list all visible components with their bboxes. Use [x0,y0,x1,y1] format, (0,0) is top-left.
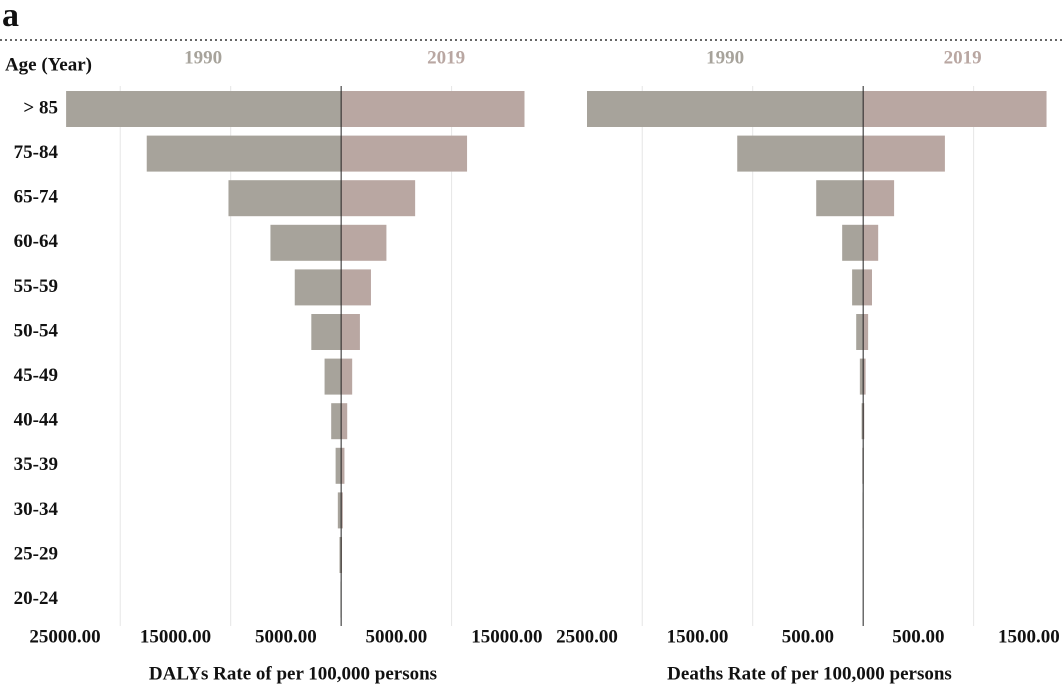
bar [324,358,342,395]
bar [341,269,371,306]
x-tick-label: 2500.00 [556,626,618,647]
x-tick-label: 500.00 [782,626,834,647]
legend-label: 2019 [944,47,982,68]
bar [341,358,353,395]
y-tick-label: 35-39 [14,454,58,475]
y-tick-label: 55-59 [14,276,58,297]
bar [341,135,468,172]
bar [341,403,348,440]
bar [863,224,879,261]
y-tick-label: 50-54 [14,320,59,341]
bar [311,314,342,350]
bar [737,135,864,172]
y-tick-label: 75-84 [14,142,59,163]
bar [863,180,895,217]
y-tick-label: 40-44 [14,410,59,431]
x-tick-label: 15000.00 [140,626,211,647]
bar [863,314,869,350]
bar [863,403,865,440]
bar [863,135,945,172]
x-tick-label: 25000.00 [29,626,100,647]
x-tick-label: 1500.00 [998,626,1060,647]
bar [341,224,387,261]
legend-label: 2019 [427,47,465,68]
x-tick-label: 500.00 [892,626,944,647]
x-tick-label: 15000.00 [471,626,542,647]
bar [339,537,342,573]
x-tick-label: 5000.00 [255,626,317,647]
legend-label: 1990 [706,47,744,68]
bar [341,492,343,529]
bar [66,91,342,127]
bar [341,447,345,484]
bar [861,403,864,440]
bar [335,447,342,484]
legend-label: 1990 [184,47,222,68]
bar [341,314,360,350]
y-tick-label: 25-29 [14,543,58,564]
bar [146,135,342,172]
bar [337,492,342,529]
y-tick-label: > 85 [23,97,58,118]
bar [294,269,342,306]
bar [852,269,864,306]
y-tick-label: 45-49 [14,365,58,386]
y-tick-label: 20-24 [14,588,59,609]
bar [587,91,864,127]
bar [863,269,872,306]
bar [341,91,525,127]
bar [859,358,864,395]
bar [341,180,416,217]
x-tick-label: 1500.00 [667,626,729,647]
y-axis-title: Age (Year) [5,54,92,75]
bar [270,224,342,261]
y-tick-label: 30-34 [14,499,59,520]
x-tick-label: 5000.00 [365,626,427,647]
bar [331,403,342,440]
y-tick-label: 65-74 [14,187,59,208]
bar [228,180,342,217]
panel-label: a [2,0,19,34]
x-axis-title: DALYs Rate of per 100,000 persons [149,663,437,684]
bar [816,180,864,217]
x-axis-title: Deaths Rate of per 100,000 persons [667,663,952,684]
bar [863,91,1047,127]
bar [842,224,864,261]
bar [863,358,866,395]
bar [856,314,864,350]
y-tick-label: 60-64 [14,231,59,252]
